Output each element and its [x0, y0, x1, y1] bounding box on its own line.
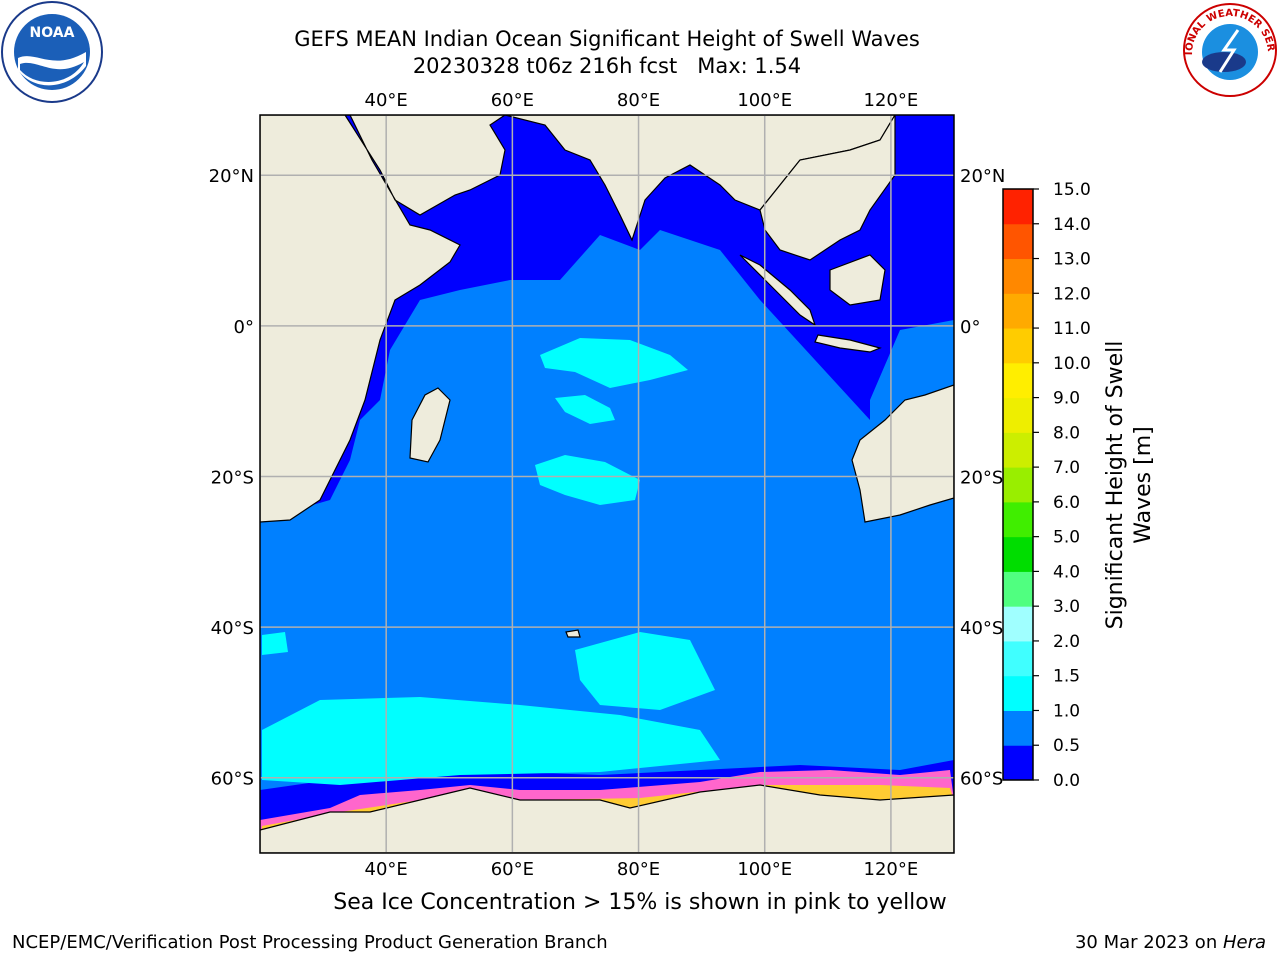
lat-label-left: 0° [234, 317, 254, 338]
colorbar-tick-label: 9.0 [1053, 389, 1080, 409]
lat-label-right: 20°N [960, 166, 1005, 187]
colorbar-tick-label: 7.0 [1053, 458, 1080, 478]
colorbar-segment [1003, 745, 1033, 781]
lon-label-bottom: 40°E [365, 859, 408, 880]
footer-date: 30 Mar 2023 on Hera [1075, 932, 1266, 953]
map-subtitle: 20230328 t06z 216h fcst Max: 1.54 [412, 54, 802, 78]
map-title: GEFS MEAN Indian Ocean Significant Heigh… [294, 27, 920, 51]
colorbar-frame [1002, 188, 1034, 781]
lon-label-top: 60°E [491, 90, 534, 111]
swell-patch-2 [555, 395, 615, 424]
colorbar-tick-label: 8.0 [1053, 423, 1080, 443]
colorbar-tick-label: 1.0 [1053, 701, 1080, 721]
colorbar-tick-label: 10.0 [1053, 354, 1091, 374]
footer-date-text: 30 Mar 2023 on [1074, 932, 1223, 953]
gridlines [260, 115, 954, 853]
lat-label-right: 20°S [960, 467, 1003, 488]
colorbar-segment [1003, 362, 1033, 399]
colorbar-segment [1003, 258, 1033, 294]
lon-label-top: 80°E [617, 90, 660, 111]
swell-patch-3 [535, 455, 640, 505]
noaa-logo: NOAA [1, 1, 103, 103]
land-africa-arabia [260, 115, 507, 523]
colorbar-segment [1003, 501, 1033, 538]
colorbar-segment [1003, 223, 1033, 260]
colorbar-segment [1003, 189, 1033, 225]
lon-label-bottom: 60°E [491, 859, 534, 880]
colorbar-tick-label: 6.0 [1053, 493, 1080, 513]
sea-ice-caption: Sea Ice Concentration > 15% is shown in … [333, 890, 947, 915]
lat-label-right: 40°S [960, 618, 1003, 639]
lon-label-bottom: 100°E [737, 859, 792, 880]
colorbar-label-line1: Significant Height of Swell [1103, 341, 1128, 630]
colorbar-tick-label: 14.0 [1053, 215, 1091, 235]
colorbar-tick-label: 1.5 [1053, 667, 1080, 687]
noaa-logo-text: NOAA [30, 25, 75, 41]
land-kerguelen [565, 629, 581, 638]
colorbar-tick-label: 15.0 [1053, 180, 1091, 200]
colorbar-tick-label: 4.0 [1053, 562, 1080, 582]
land-australia [851, 384, 954, 523]
land-antarctica [260, 784, 954, 853]
colorbar-segment [1003, 328, 1033, 364]
axis-labels: 40°E 40°E 60°E 60°E 80°E 80°E 100°E 100°E 120°E 1… [209, 90, 1006, 880]
colorbar-segment [1003, 467, 1033, 503]
footer-org: NCEP/EMC/Verification Post Processing Pr… [12, 932, 608, 953]
colorbar-segment [1003, 293, 1033, 329]
colorbar-tick-label: 11.0 [1053, 319, 1091, 339]
swell-patch-6 [262, 632, 288, 655]
nws-logo: NATIONAL WEATHER SERVICE [1180, 0, 1277, 97]
colorbar-segment [1003, 640, 1033, 677]
lon-label-bottom: 120°E [864, 859, 919, 880]
colorbar-tick-label: 12.0 [1053, 284, 1091, 304]
colorbar-tick-label: 2.0 [1053, 632, 1080, 652]
colorbar-tick-label: 13.0 [1053, 250, 1091, 270]
swell-patch-1 [540, 338, 688, 388]
lat-label-right: 60°S [960, 769, 1003, 790]
land-southeast-asia [759, 115, 896, 261]
swell-patch-5 [262, 697, 720, 785]
map-layers [260, 115, 954, 853]
map-frame [259, 114, 955, 854]
land-java [814, 334, 882, 353]
land-madagascar [409, 387, 451, 463]
colorbar-label-line2: Waves [m] [1131, 426, 1156, 543]
footer-machine: Hera [1222, 932, 1266, 953]
colorbar-segment [1003, 536, 1033, 572]
colorbar-tick-label: 0.0 [1053, 771, 1080, 791]
colorbar-segment [1003, 397, 1033, 433]
lat-label-left: 20°N [209, 166, 254, 187]
lat-label-left: 60°S [211, 769, 254, 790]
lon-label-top: 120°E [864, 90, 919, 111]
colorbar-tick-label: 5.0 [1053, 528, 1080, 548]
colorbar-segment [1003, 571, 1033, 607]
lat-label-right: 0° [960, 317, 980, 338]
colorbar-segment [1003, 606, 1033, 642]
colorbar-segment [1003, 710, 1033, 746]
lat-label-left: 20°S [211, 467, 254, 488]
colorbar-tick-label: 3.0 [1053, 597, 1080, 617]
swell-patch-4 [575, 632, 715, 710]
colorbar-tick-label: 0.5 [1053, 736, 1080, 756]
lon-label-bottom: 80°E [617, 859, 660, 880]
lat-label-left: 40°S [211, 618, 254, 639]
lon-label-top: 40°E [365, 90, 408, 111]
lon-label-top: 100°E [737, 90, 792, 111]
colorbar-segment [1003, 675, 1033, 711]
colorbar-segment [1003, 432, 1033, 468]
colorbar: 0.0 0.5 1.0 1.5 2.0 3.0 4.0 5.0 6.0 7.0 8.0 9.0 10.0… [1003, 180, 1091, 791]
